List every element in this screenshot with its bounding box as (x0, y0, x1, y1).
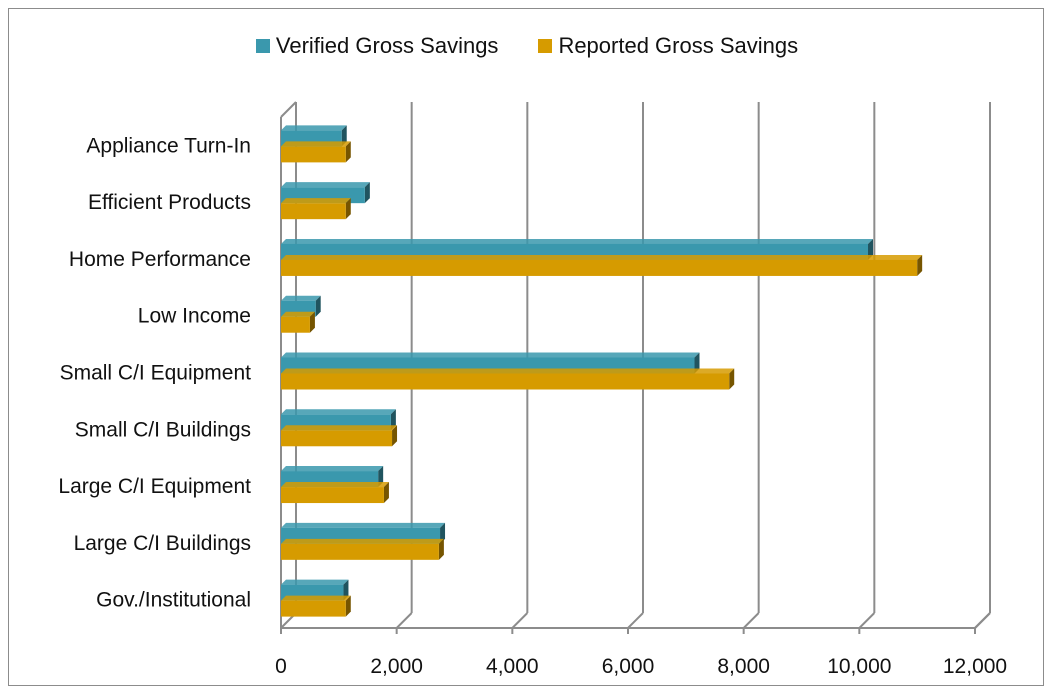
bar-end-face (341, 125, 347, 147)
gridline-floor (858, 612, 876, 629)
bar-top-face (281, 125, 347, 131)
legend: Verified Gross Savings Reported Gross Sa… (0, 33, 1054, 59)
bar-end-face (378, 466, 384, 488)
bar-reported (281, 316, 310, 333)
bar-end-face (315, 295, 321, 317)
bar-end-face (868, 238, 874, 260)
bar-top-face (281, 538, 444, 544)
bar-top-face (281, 254, 923, 260)
bar-end-face (309, 311, 315, 333)
x-tick-label: 12,000 (943, 655, 1007, 678)
category-label: Efficient Products (88, 191, 251, 214)
bar-top-face (281, 198, 351, 204)
legend-label-reported: Reported Gross Savings (558, 33, 799, 58)
bar-reported (281, 430, 393, 447)
bar-top-face (281, 182, 370, 188)
bar-top-face (281, 238, 874, 244)
chart-frame (8, 8, 1044, 686)
bar-reported (281, 543, 439, 560)
bar-top-face (281, 595, 351, 601)
x-axis-end-edge (974, 612, 991, 629)
bar-end-face (345, 141, 351, 163)
bar-top-face (281, 425, 398, 431)
bar-reported (281, 373, 730, 390)
legend-item-verified: Verified Gross Savings (255, 33, 499, 59)
x-tick-label: 8,000 (717, 655, 770, 678)
legend-item-reported: Reported Gross Savings (538, 33, 798, 59)
bar-end-face (392, 425, 398, 447)
bar-end-face (383, 482, 389, 504)
bar-top-face (281, 466, 384, 472)
category-label: Small C/I Equipment (60, 362, 252, 385)
bar-end-face (345, 198, 351, 220)
x-tick-label: 4,000 (486, 655, 539, 678)
bar-reported (281, 487, 384, 504)
x-tick-label: 6,000 (602, 655, 655, 678)
gridline-floor (511, 612, 529, 629)
bar-end-face (729, 368, 735, 390)
bar-reported (281, 600, 346, 617)
bar-top-face (281, 352, 700, 358)
bar-end-face (345, 595, 351, 617)
bar-reported (281, 259, 918, 276)
bar-top-face (281, 482, 389, 488)
bar-end-face (917, 254, 923, 276)
bar-end-face (390, 409, 396, 431)
bar-top-face (281, 141, 351, 147)
bar-end-face (343, 579, 349, 601)
bar-top-face (281, 295, 321, 301)
gridline-floor (627, 612, 644, 629)
left-wall-top-edge (280, 101, 297, 118)
x-tick-label: 10,000 (827, 655, 891, 678)
bar-end-face (440, 522, 446, 544)
bar-top-face (281, 579, 349, 585)
gridline-floor (742, 612, 760, 629)
bar-top-face (281, 368, 735, 374)
category-label: Gov./Institutional (96, 589, 251, 612)
bar-top-face (281, 522, 446, 528)
category-label: Low Income (138, 305, 251, 328)
category-label: Large C/I Buildings (74, 532, 251, 555)
bar-top-face (281, 409, 396, 415)
legend-swatch-reported (538, 39, 553, 53)
x-tick-label: 2,000 (370, 655, 423, 678)
bar-end-face (438, 538, 444, 560)
bar-end-face (694, 352, 700, 374)
category-label: Home Performance (69, 248, 251, 271)
legend-label-verified: Verified Gross Savings (275, 33, 499, 58)
gridline-floor (395, 612, 413, 629)
x-tick-label: 0 (275, 655, 287, 678)
bar-reported (281, 146, 346, 163)
bar-reported (281, 203, 346, 220)
category-label: Large C/I Equipment (58, 475, 251, 498)
legend-swatch-verified (255, 39, 270, 53)
category-label: Appliance Turn-In (86, 134, 251, 157)
bar-end-face (364, 182, 370, 204)
bar-top-face (281, 311, 315, 317)
category-label: Small C/I Buildings (75, 418, 251, 441)
